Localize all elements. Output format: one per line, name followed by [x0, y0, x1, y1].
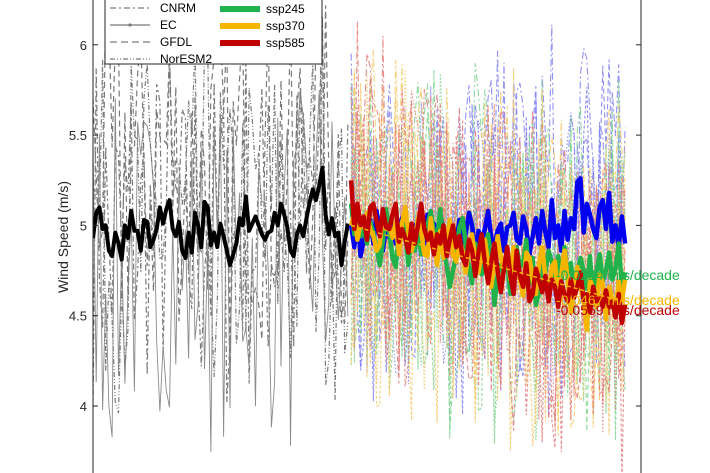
- ssp245-member-line: [350, 78, 626, 432]
- ssp370-member-line: [350, 49, 626, 351]
- legend-box: [104, 0, 323, 65]
- ssp585-member-line: [350, 78, 626, 431]
- legend-label-noresm2: NorESM2: [160, 52, 212, 66]
- y-tick-label: 5.5: [69, 128, 87, 143]
- legend-label-ssp245: ssp245: [266, 2, 305, 16]
- y-tick-label: 5: [80, 218, 87, 233]
- trend-label-ssp370: -0.0467 m/s/decade: [556, 292, 680, 308]
- legend-label-ssp370: ssp370: [266, 19, 305, 33]
- ssp370-member-line: [350, 83, 626, 436]
- trend-labels: -0.0224 m/s/decade -0.0467 m/s/decade-0.0…: [556, 267, 680, 318]
- y-tick-label: 4.5: [69, 309, 87, 324]
- ssp585-mean-line: [348, 180, 628, 326]
- axes: 4 4.5 5 5.5 6: [69, 0, 642, 473]
- ssp126-member-line: [350, 24, 626, 323]
- scenario-means: [93, 165, 628, 333]
- trend-line: [350, 224, 623, 302]
- trend-label-ssp245: -0.0224 m/s/decade: [556, 267, 680, 283]
- legend-label-ec: EC: [160, 18, 177, 32]
- y-tick-label: 6: [80, 38, 87, 53]
- ssp245-mean-line: [348, 203, 628, 308]
- legend: CNRM EC GFDL NorESM2 ssp245 ssp370 ssp585: [104, 0, 323, 66]
- legend-marker: [128, 23, 132, 27]
- historical-mean-line: [93, 165, 350, 268]
- y-tick-label: 4: [80, 399, 87, 414]
- trend-label-ssp585: -0.0559 m/s/decade: [556, 302, 680, 318]
- legend-label-cnrm: CNRM: [160, 1, 196, 15]
- y-axis-label: Wind Speed (m/s): [55, 181, 71, 293]
- ssp370-member-line: [350, 124, 626, 451]
- legend-label-ssp585: ssp585: [266, 36, 305, 50]
- legend-label-gfdl: GFDL: [160, 35, 192, 49]
